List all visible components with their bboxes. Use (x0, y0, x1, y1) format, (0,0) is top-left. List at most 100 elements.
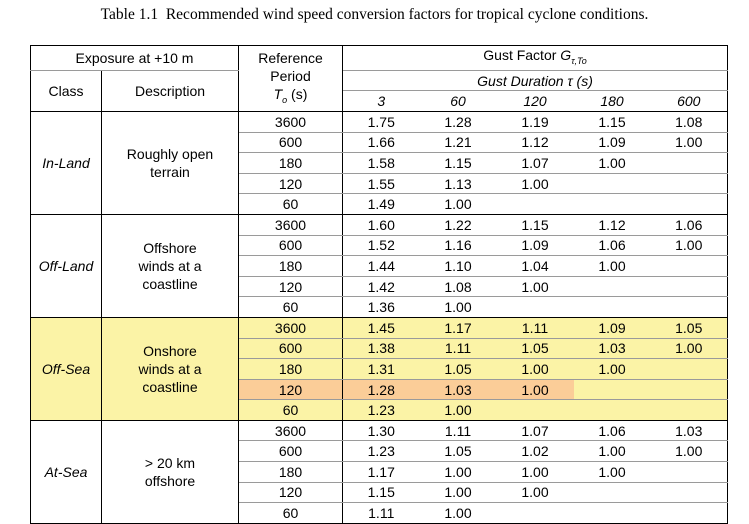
gust-factor-cell: 1.00 (419, 502, 497, 524)
gust-factor-cell (650, 296, 728, 318)
gust-factor-cell: 1.44 (342, 255, 420, 277)
gust-factor-cell: 1.09 (573, 132, 651, 154)
gust-factor-cell: 1.06 (573, 420, 651, 442)
gust-factor-cell: 1.10 (419, 255, 497, 277)
description-cell: > 20 km offshore (101, 420, 239, 524)
gust-factor-cell: 1.00 (650, 235, 728, 257)
gust-factor-cell: 1.03 (650, 420, 728, 442)
gust-factor-cell: 1.00 (573, 461, 651, 483)
gust-factor-cell: 1.15 (342, 482, 420, 504)
gust-factor-cell: 1.03 (573, 338, 651, 360)
class-cell: In-Land (30, 111, 102, 215)
description-line: Offshore (143, 239, 197, 256)
reference-period-cell: 60 (238, 296, 343, 318)
gust-factor-cell: 1.06 (573, 235, 651, 257)
table-row: 120 1.15 1.00 1.00 (31, 482, 728, 504)
gust-factor-cell: 1.45 (342, 317, 420, 339)
gust-factor-cell: 1.00 (419, 461, 497, 483)
gust-factor-cell: 1.00 (573, 358, 651, 380)
gust-factor-cell (496, 399, 574, 421)
gust-factor-cell: 1.13 (419, 173, 497, 195)
gust-factor-cell: 1.00 (650, 440, 728, 463)
gust-factor-cell: 1.05 (496, 338, 574, 360)
gust-factor-cell (496, 296, 574, 318)
reference-period-cell: 60 (238, 193, 343, 215)
gust-factor-cell: 1.28 (419, 111, 497, 133)
table-row: 180 1.17 1.00 1.00 1.00 (31, 461, 728, 483)
gust-factor-cell: 1.38 (342, 338, 420, 360)
table-row: 180 1.44 1.10 1.04 1.00 (31, 255, 728, 277)
table-row: 600 1.23 1.05 1.02 1.00 1.00 (31, 440, 728, 463)
gust-factor-cell: 1.23 (342, 440, 420, 463)
gust-factor-cell (573, 276, 651, 298)
gust-factor-cell: 1.06 (650, 214, 728, 236)
reference-period-cell: 120 (238, 173, 343, 195)
gust-factor-cell: 1.52 (342, 235, 420, 257)
reference-period-cell: 180 (238, 461, 343, 483)
gust-factor-cell: 1.15 (573, 111, 651, 133)
gust-factor-cell: 1.12 (573, 214, 651, 236)
gust-factor-cell (650, 482, 728, 504)
description-cell: Offshore winds at a coastline (101, 214, 239, 318)
gust-factor-cell: 1.00 (419, 193, 497, 215)
gust-factor-cell (650, 502, 728, 524)
gust-factor-cell: 1.00 (419, 399, 497, 421)
gust-factor-cell: 1.11 (342, 502, 420, 524)
table-row: 600 1.52 1.16 1.09 1.06 1.00 (31, 235, 728, 257)
gust-factor-cell: 1.36 (342, 296, 420, 318)
gust-factor-cell (650, 193, 728, 215)
gust-factor-cell (650, 276, 728, 298)
gust-factor-cell (650, 152, 728, 174)
class-cell: Off-Land (30, 214, 102, 318)
class-cell: Off-Sea (30, 317, 102, 421)
description-line: Roughly open (126, 145, 214, 162)
description-line: coastline (142, 378, 198, 395)
gust-factor-cell: 1.17 (342, 461, 420, 483)
gust-factor-cell: 1.17 (419, 317, 497, 339)
gust-factor-cell: 1.31 (342, 358, 420, 380)
gust-factor-header: Gust Factor Gτ,To (342, 45, 728, 71)
gust-factor-cell: 1.15 (496, 214, 574, 236)
reference-period-cell: 600 (238, 132, 343, 154)
gust-factor-cell (650, 173, 728, 195)
gust-factor-cell: 1.75 (342, 111, 420, 133)
gust-factor-cell (650, 379, 728, 401)
description-cell: Onshore winds at a coastline (101, 317, 239, 421)
duration-row: 3 60 120 180 600 (31, 90, 728, 112)
reference-period-cell: 120 (238, 276, 343, 298)
gust-factor-cell: 1.09 (573, 317, 651, 339)
gust-factor-cell: 1.00 (496, 276, 574, 298)
table-row: 600 1.38 1.11 1.05 1.03 1.00 (31, 338, 728, 360)
gust-factor-cell: 1.09 (496, 235, 574, 257)
gust-factor-cell (650, 399, 728, 421)
table-row: 180 1.58 1.15 1.07 1.00 (31, 152, 728, 174)
reference-period-cell: 3600 (238, 111, 343, 133)
reference-period-cell: 600 (238, 338, 343, 360)
gust-factor-cell: 1.16 (419, 235, 497, 257)
gust-factor-cell: 1.11 (419, 420, 497, 442)
gust-factor-cell: 1.00 (573, 440, 651, 463)
duration-180: 180 (573, 90, 651, 112)
gust-factor-cell: 1.08 (419, 276, 497, 298)
reference-period-cell: 600 (238, 235, 343, 257)
gust-factor-cell: 1.00 (650, 132, 728, 154)
reference-period-cell: 180 (238, 358, 343, 380)
table-row: 600 1.66 1.21 1.12 1.09 1.00 (31, 132, 728, 154)
gust-factor-cell: 1.11 (419, 338, 497, 360)
table-row: 120 1.28 1.03 1.00 (31, 379, 728, 401)
gust-factor-cell: 1.08 (650, 111, 728, 133)
gust-factor-cell: 1.07 (496, 420, 574, 442)
gust-factor-cell: 1.30 (342, 420, 420, 442)
gust-factor-cell: 1.05 (419, 358, 497, 380)
gust-factor-cell (573, 173, 651, 195)
reference-period-cell: 60 (238, 502, 343, 524)
gust-factor-cell: 1.00 (496, 358, 574, 380)
gust-factor-cell: 1.15 (419, 152, 497, 174)
caption-label: Table 1.1 (100, 6, 159, 23)
gust-factor-cell: 1.00 (419, 482, 497, 504)
gust-factor-cell: 1.00 (496, 173, 574, 195)
gust-factor-cell: 1.07 (496, 152, 574, 174)
gust-factor-cell: 1.11 (496, 317, 574, 339)
gust-factor-cell: 1.00 (496, 379, 574, 401)
reference-period-cell: 3600 (238, 214, 343, 236)
